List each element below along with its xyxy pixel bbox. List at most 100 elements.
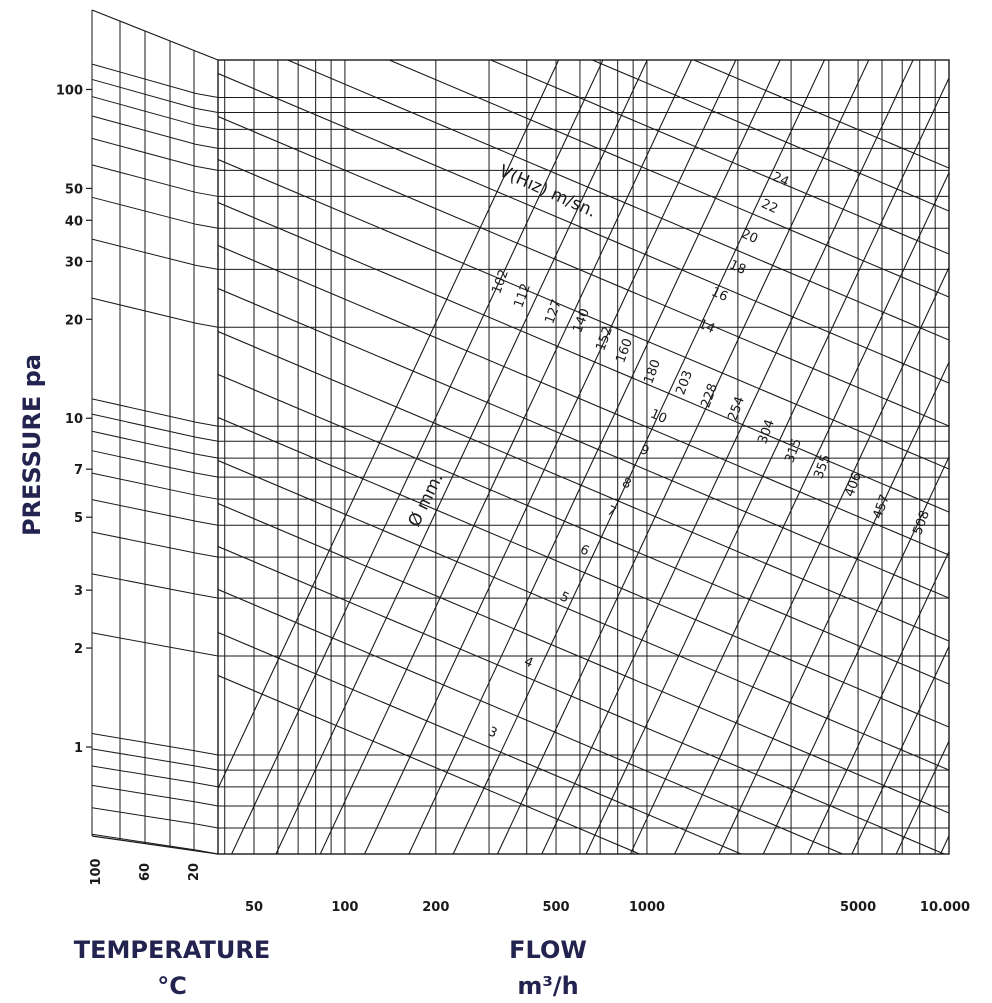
diameter-label: 406 <box>842 471 865 499</box>
temperature-curve <box>91 137 197 167</box>
y-tick-label: 3 <box>74 584 83 599</box>
diameter-label: 457 <box>870 493 893 521</box>
x-tick-label: 100 <box>331 900 358 915</box>
velocity-line <box>692 60 949 169</box>
y-tick-label: 50 <box>65 182 83 197</box>
velocity-label: 16 <box>709 285 730 305</box>
velocity-label: 10 <box>648 407 669 427</box>
temperature-curve <box>91 807 197 825</box>
velocity-label: 18 <box>727 258 748 278</box>
temperature-curve-link <box>195 801 219 807</box>
diameter-line <box>319 60 693 854</box>
velocity-line <box>218 674 641 854</box>
y-tick-label: 1 <box>74 741 83 756</box>
velocity-label: 9 <box>638 442 652 459</box>
temperature-curve <box>91 573 197 595</box>
y-tick-label: 7 <box>74 463 83 478</box>
y-axis-title: PRESSURE pa <box>18 354 46 536</box>
velocity-label: 14 <box>696 317 717 337</box>
temperature-curve <box>91 531 197 554</box>
temperature-curve-link <box>195 494 219 500</box>
temperature-curve-link <box>195 750 219 756</box>
diameter-label: 228 <box>698 382 721 410</box>
diameter-line <box>975 40 992 874</box>
temperature-curve-link <box>195 191 219 197</box>
diameter-line <box>496 60 870 854</box>
velocity-label: 20 <box>739 227 760 247</box>
temperature-title-line2: °C <box>157 972 187 1000</box>
velocity-line <box>218 330 949 642</box>
temperature-curve <box>91 733 197 752</box>
temperature-curve-link <box>195 472 219 478</box>
temperature-curve-link <box>195 223 219 229</box>
temperature-curve <box>91 430 197 455</box>
temperature-curve-link <box>195 765 219 771</box>
velocity-line <box>218 287 949 599</box>
temperature-panel <box>91 9 219 855</box>
temperature-curve-link <box>195 92 219 98</box>
temperature-curve-link <box>195 651 219 657</box>
diameter-label: 508 <box>910 509 933 537</box>
x-tick-label: 10.000 <box>920 900 970 915</box>
temperature-curve-link <box>195 520 219 526</box>
temperature-tick-label: 20 <box>187 863 202 881</box>
diameter-line <box>629 171 949 854</box>
diameter-line <box>231 60 604 854</box>
temperature-curve <box>91 196 197 225</box>
y-tick-label: 100 <box>56 83 83 98</box>
temperature-panel-top <box>91 9 219 61</box>
temperature-curve <box>91 238 197 266</box>
temperature-curve-link <box>195 849 219 855</box>
temperature-curve <box>91 632 197 653</box>
temperature-curve <box>91 499 197 522</box>
temperature-curve <box>91 450 197 474</box>
velocity-line <box>218 158 949 470</box>
diameter-lines <box>218 40 992 874</box>
temperature-curve-link <box>195 322 219 328</box>
temperature-tick-label: 100 <box>89 858 104 885</box>
diameter-line <box>408 60 781 854</box>
x-tick-label: 1000 <box>629 900 665 915</box>
y-tick-label: 20 <box>65 313 83 328</box>
temperature-curve-link <box>195 782 219 788</box>
x-tick-label: 5000 <box>840 900 876 915</box>
diameter-line <box>585 76 949 854</box>
diameter-line <box>806 550 949 854</box>
diameter-line <box>939 834 949 854</box>
temperature-curve <box>91 63 197 94</box>
y-tick-label: 30 <box>65 255 83 270</box>
diameter-label: 160 <box>613 337 636 365</box>
plot-frame <box>217 59 950 855</box>
temperature-curve <box>91 398 197 423</box>
temperature-curve <box>91 765 197 784</box>
temperature-curve <box>91 164 197 193</box>
temperature-curve <box>91 297 197 324</box>
velocity-label: 7 <box>605 503 619 520</box>
x-tick-label: 200 <box>422 900 449 915</box>
grid <box>217 59 950 855</box>
x-axis-title-line2: m³/h <box>517 972 578 1000</box>
diameter-line <box>674 266 949 854</box>
velocity-line <box>218 502 949 814</box>
velocity-line <box>218 588 845 854</box>
diameter-label: 102 <box>489 268 512 296</box>
velocity-line <box>489 60 949 255</box>
temperature-curve-link <box>195 264 219 270</box>
tick-labels: 100 50 40 30 20 10 7 5 3 2 1 50 100 200 500 1000 5000 10.… <box>56 83 970 915</box>
diameter-line <box>452 60 826 854</box>
velocity-line <box>218 416 949 728</box>
velocity-label: 24 <box>770 170 791 190</box>
velocity-line <box>590 60 949 212</box>
diameter-label: 254 <box>725 395 748 423</box>
velocity-line <box>218 244 949 556</box>
velocity-label: 3 <box>486 724 500 741</box>
y-tick-label: 5 <box>74 511 83 526</box>
temperature-panel-bottom <box>91 835 219 855</box>
temperature-curve-link <box>195 143 219 149</box>
y-tick-label: 2 <box>74 642 83 657</box>
velocity-label: 8 <box>620 475 634 492</box>
temperature-curve <box>91 833 197 851</box>
temperature-curve-link <box>195 823 219 829</box>
velocity-line <box>286 60 949 341</box>
